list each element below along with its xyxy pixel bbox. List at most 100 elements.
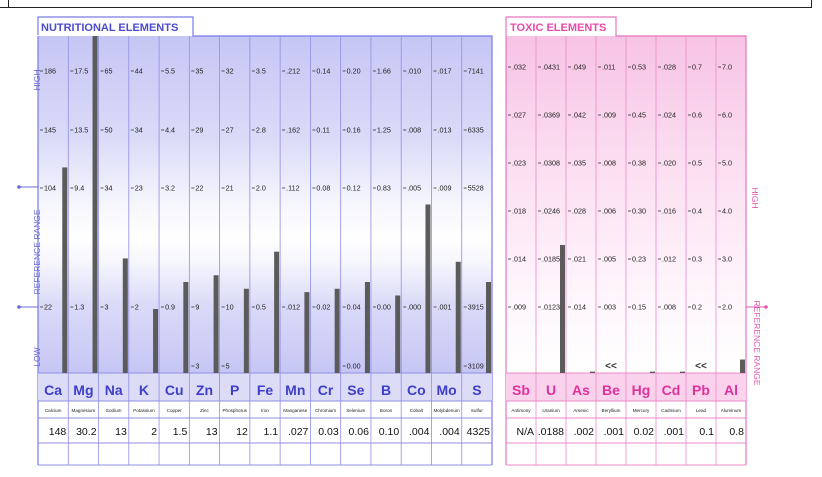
toxic-tick-label: 0.3: [692, 255, 702, 264]
toxic-tick-label: .032: [512, 63, 526, 72]
nutritional-tick-label: .000: [407, 303, 421, 312]
top-border-left: [8, 0, 9, 7]
nutritional-symbol-mn: Mn: [285, 382, 305, 398]
toxic-name-cd: Cadmium: [661, 408, 681, 413]
nutritional-bar-s: [486, 282, 491, 373]
toxic-tick-label: .003: [602, 303, 616, 312]
nutritional-columns: 18614510422CaCalcium14817.513.59.41.3MgM…: [38, 36, 492, 466]
nutritional-symbol-s: S: [472, 382, 481, 398]
toxic-bar-as: [590, 371, 595, 373]
nutritional-plot-background: [38, 36, 492, 373]
nutritional-name-p: Phosphorus: [222, 408, 247, 413]
nutritional-tick-label: 0.04: [347, 303, 361, 312]
nutritional-symbol-k: K: [139, 382, 149, 398]
nutritional-tick-label: .010: [407, 67, 421, 76]
toxic-value-cd: .001: [664, 426, 685, 438]
nutritional-column-zn: 35 29 22 9 3 Zn Zinc 13: [188, 36, 219, 465]
toxic-tick-label: .023: [512, 159, 526, 168]
toxic-reference-dot: [764, 305, 768, 309]
nutritional-symbol-cu: Cu: [165, 382, 184, 398]
nutritional-value-s: 4325: [467, 426, 491, 438]
nutritional-tick-label: 22: [195, 184, 203, 193]
toxic-tick-label: .0369: [542, 111, 560, 120]
toxic-value-al: 0.8: [729, 426, 744, 438]
nutritional-tick-label: 0.00: [377, 303, 391, 312]
nutritional-axis-labels: HIGH REFERENCE RANGE LOW: [17, 69, 42, 367]
nutritional-tick-label: 186: [44, 67, 56, 76]
toxic-tick-label: .0308: [542, 159, 560, 168]
nutritional-tick-label: 1.3: [74, 303, 84, 312]
toxic-column-be: .011 .009 .008 .006 .005 .003 << Be Beryllium .00…: [595, 36, 624, 465]
nutritional-tick-label: 6335: [468, 126, 484, 135]
toxic-tick-label: 7.0: [722, 63, 732, 72]
toxic-title: TOXIC ELEMENTS: [510, 22, 606, 34]
nutritional-name-cr: Chromium: [315, 408, 336, 413]
nutritional-tick-label: 50: [105, 126, 113, 135]
nutritional-name-s: Sulfur: [471, 408, 483, 413]
nutritional-bar-fe: [274, 251, 280, 373]
nutritional-tick-label: .013: [437, 126, 451, 135]
nutritional-column-se: 0.20 0.16 0.12 0.04 0.00 Se Selenium 0.06: [340, 36, 370, 465]
nutritional-tick-label: 0.12: [347, 184, 361, 193]
toxic-tick-label: 0.30: [632, 207, 646, 216]
nutritional-tick-label: 1.25: [377, 126, 391, 135]
toxic-name-hg: Mercury: [633, 408, 650, 413]
nutritional-tick-label: 0.14: [316, 67, 330, 76]
nutritional-symbol-ca: Ca: [44, 382, 62, 398]
nutritional-column-ca: 186 145 104 22 Ca Calcium 148: [40, 67, 68, 438]
nutritional-tick-label: .012: [286, 303, 300, 312]
nutritional-name-zn: Zinc: [200, 408, 209, 413]
toxic-value-pb: 0.1: [699, 426, 714, 438]
toxic-symbol-sb: Sb: [512, 382, 530, 398]
nutritional-tick-label: 0.20: [347, 67, 361, 76]
nutritional-panel-outline: [37, 16, 493, 465]
toxic-tick-label: 3.0: [722, 255, 732, 264]
nutritional-tick-label: 3: [105, 303, 109, 312]
toxic-tick-label: 0.6: [692, 111, 702, 120]
nutritional-column-na: 65 50 34 3 Na Sodium 13: [98, 36, 128, 465]
nutritional-value-se: 0.06: [348, 426, 369, 438]
nutritional-symbol-mg: Mg: [73, 382, 93, 398]
toxic-tick-label: .049: [572, 63, 586, 72]
nutritional-tick-label: .009: [437, 184, 451, 193]
toxic-tick-label: .014: [512, 255, 526, 264]
nutritional-value-cu: 1.5: [173, 426, 188, 438]
toxic-axis-reference-range: REFERENCE RANGE: [752, 300, 762, 385]
toxic-value-sb: N/A: [516, 426, 534, 438]
nutritional-value-zn: 13: [206, 426, 218, 438]
toxic-value-u: .0188: [538, 426, 564, 438]
nutritional-name-ca: Calcium: [45, 408, 62, 413]
nutritional-column-cu: 5.5 4.4 3.2 0.9 Cu Copper 1.5: [158, 36, 189, 465]
toxic-tick-label: .009: [512, 303, 526, 312]
nutritional-bar-mn: [304, 292, 310, 373]
nutritional-value-p: 12: [236, 426, 248, 438]
toxic-tick-label: 0.45: [632, 111, 646, 120]
nutritional-value-b: 0.10: [379, 426, 400, 438]
nutritional-tick-label: .005: [407, 184, 421, 193]
toxic-name-al: Aluminum: [721, 408, 742, 413]
toxic-column-u: .0431 .0369 .0308 .0246 .0185 .0123 U Uranium .0…: [535, 36, 565, 465]
nutritional-tick-label: 65: [105, 67, 113, 76]
toxic-panel-outline: [505, 16, 747, 465]
nutritional-symbol-fe: Fe: [257, 382, 274, 398]
nutritional-name-k: Potassium: [133, 408, 155, 413]
nutritional-tick-label: 32: [226, 67, 234, 76]
nutritional-tick-label: 0.08: [316, 184, 330, 193]
toxic-symbol-be: Be: [602, 382, 620, 398]
nutritional-column-mo: .017 .013 .009 .001 Mo Molybdenum .004: [431, 36, 461, 465]
nutritional-tick-label: 104: [44, 184, 56, 193]
nutritional-tick-label: 0.5: [256, 303, 266, 312]
toxic-tick-label: .014: [572, 303, 586, 312]
nutritional-symbol-se: Se: [347, 382, 364, 398]
nutritional-symbol-b: B: [381, 382, 391, 398]
toxic-tick-label: 0.15: [632, 303, 646, 312]
nutritional-name-na: Sodium: [106, 408, 122, 413]
toxic-tick-label: .035: [572, 159, 586, 168]
toxic-column-hg: 0.53 0.45 0.38 0.30 0.23 0.15 Hg Mercury 0.02: [625, 36, 655, 465]
nutritional-column-mn: .212 .162 .112 .012 Mn Manganese .027: [279, 36, 310, 465]
nutritional-tick-label: 3915: [468, 303, 484, 312]
nutritional-tick-label: 2.8: [256, 126, 266, 135]
nutritional-value-co: .004: [409, 426, 430, 438]
toxic-value-as: .002: [574, 426, 595, 438]
